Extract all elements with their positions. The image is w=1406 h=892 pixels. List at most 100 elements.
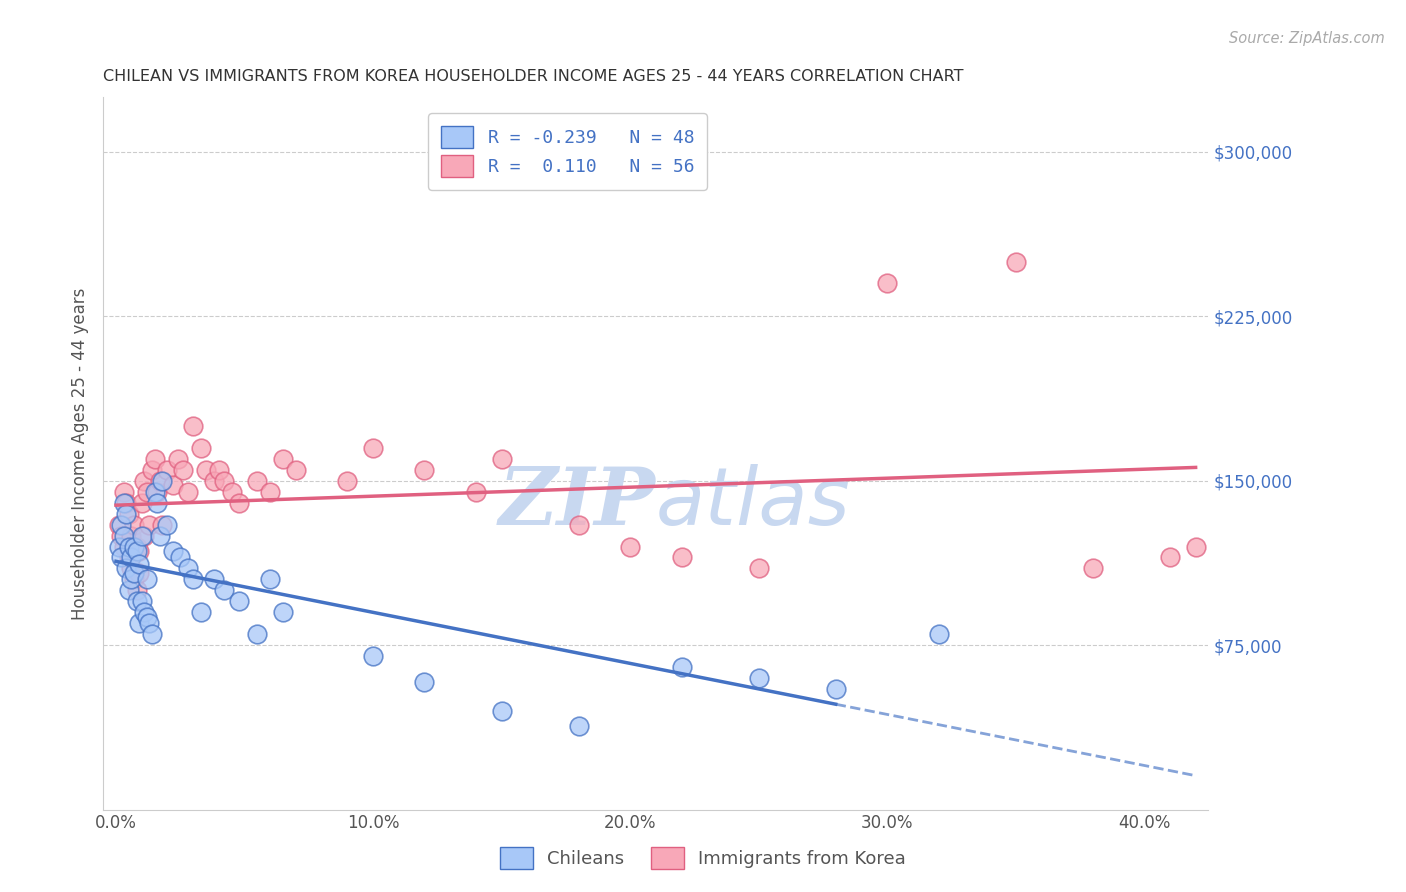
Point	[1081, 561, 1104, 575]
Point	[118, 540, 141, 554]
Point	[135, 609, 157, 624]
Point	[120, 561, 142, 575]
Point	[1159, 550, 1181, 565]
Point	[125, 594, 148, 608]
Point	[118, 550, 141, 565]
Point	[568, 719, 591, 733]
Point	[169, 550, 191, 565]
Point	[135, 484, 157, 499]
Point	[212, 474, 235, 488]
Text: atlas: atlas	[655, 464, 851, 542]
Point	[876, 277, 898, 291]
Point	[221, 484, 243, 499]
Point	[150, 474, 173, 488]
Point	[156, 463, 179, 477]
Point	[228, 496, 250, 510]
Point	[190, 441, 212, 455]
Point	[150, 517, 173, 532]
Point	[284, 463, 307, 477]
Point	[135, 573, 157, 587]
Point	[112, 540, 135, 554]
Point	[619, 540, 641, 554]
Point	[568, 517, 591, 532]
Point	[120, 573, 142, 587]
Point	[181, 419, 204, 434]
Point	[120, 550, 142, 565]
Point	[212, 583, 235, 598]
Text: CHILEAN VS IMMIGRANTS FROM KOREA HOUSEHOLDER INCOME AGES 25 - 44 YEARS CORRELATI: CHILEAN VS IMMIGRANTS FROM KOREA HOUSEHO…	[103, 69, 963, 84]
Point	[166, 451, 188, 466]
Point	[122, 517, 145, 532]
Point	[141, 627, 163, 641]
Legend: Chileans, Immigrants from Korea: Chileans, Immigrants from Korea	[491, 838, 915, 879]
Point	[125, 540, 148, 554]
Point	[131, 594, 153, 608]
Point	[413, 675, 436, 690]
Point	[138, 616, 160, 631]
Point	[110, 550, 132, 565]
Point	[361, 649, 384, 664]
Point	[177, 484, 200, 499]
Point	[259, 573, 281, 587]
Point	[246, 474, 269, 488]
Point	[134, 528, 156, 542]
Point	[110, 517, 132, 532]
Point	[131, 528, 153, 542]
Point	[190, 605, 212, 619]
Point	[413, 463, 436, 477]
Point	[202, 573, 225, 587]
Point	[122, 566, 145, 580]
Point	[194, 463, 217, 477]
Point	[259, 484, 281, 499]
Point	[491, 704, 513, 718]
Point	[162, 544, 184, 558]
Point	[149, 474, 172, 488]
Point	[271, 605, 294, 619]
Point	[143, 451, 166, 466]
Point	[112, 528, 135, 542]
Point	[107, 540, 129, 554]
Point	[118, 507, 141, 521]
Point	[228, 594, 250, 608]
Point	[336, 474, 359, 488]
Point	[125, 583, 148, 598]
Text: ZIP: ZIP	[499, 465, 655, 542]
Point	[671, 550, 693, 565]
Point	[141, 463, 163, 477]
Point	[202, 474, 225, 488]
Point	[146, 496, 169, 510]
Point	[120, 528, 142, 542]
Point	[128, 566, 150, 580]
Point	[131, 496, 153, 510]
Point	[115, 507, 138, 521]
Y-axis label: Householder Income Ages 25 - 44 years: Householder Income Ages 25 - 44 years	[72, 287, 89, 620]
Point	[824, 681, 846, 696]
Point	[134, 605, 156, 619]
Point	[122, 540, 145, 554]
Point	[748, 671, 770, 685]
Point	[115, 561, 138, 575]
Point	[134, 474, 156, 488]
Point	[208, 463, 231, 477]
Point	[115, 496, 138, 510]
Point	[491, 451, 513, 466]
Point	[128, 544, 150, 558]
Point	[271, 451, 294, 466]
Point	[138, 517, 160, 532]
Point	[748, 561, 770, 575]
Point	[128, 616, 150, 631]
Point	[122, 573, 145, 587]
Point	[149, 528, 172, 542]
Point	[928, 627, 950, 641]
Point	[156, 517, 179, 532]
Point	[107, 517, 129, 532]
Point	[128, 557, 150, 571]
Point	[361, 441, 384, 455]
Point	[125, 544, 148, 558]
Point	[118, 583, 141, 598]
Point	[464, 484, 486, 499]
Point	[671, 660, 693, 674]
Point	[146, 484, 169, 499]
Point	[112, 496, 135, 510]
Text: Source: ZipAtlas.com: Source: ZipAtlas.com	[1229, 31, 1385, 46]
